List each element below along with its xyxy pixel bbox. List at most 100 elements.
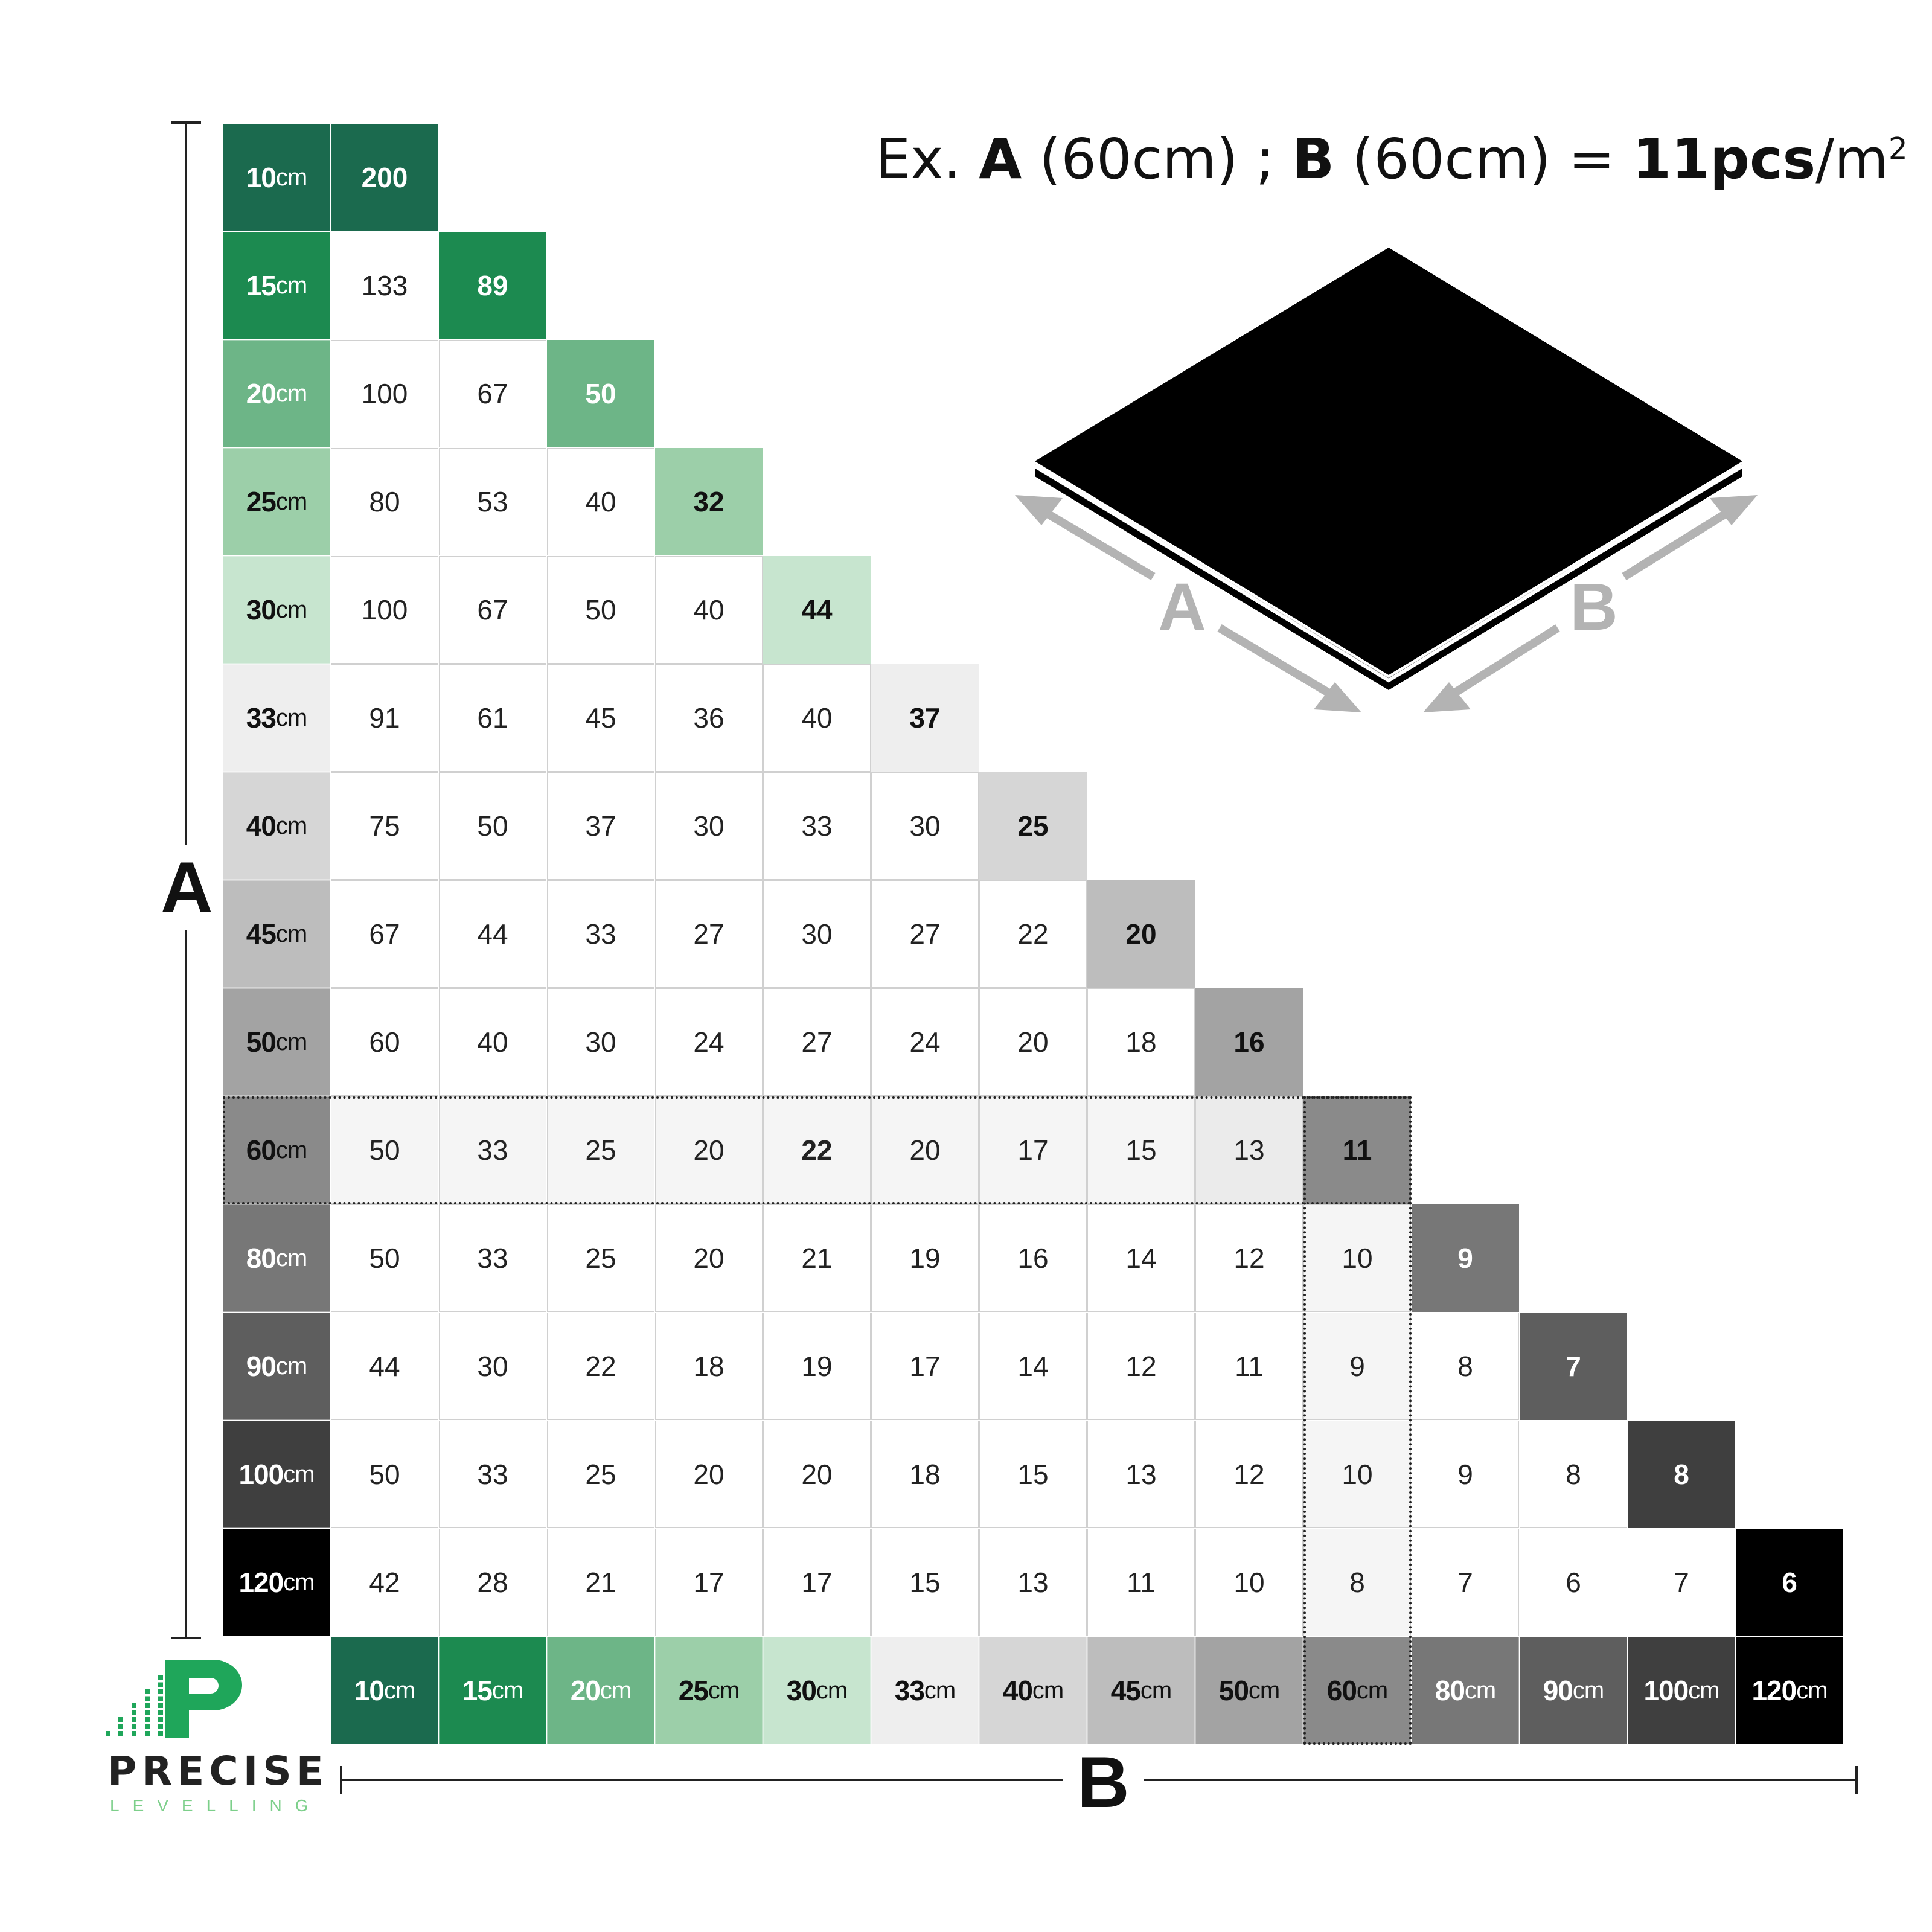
table-cell: 33 [439,1421,546,1528]
table-cell: 133 [331,232,438,339]
table-cell: 61 [439,664,546,772]
table-cell: 13 [1087,1421,1195,1528]
example-prefix: Ex. [875,127,961,191]
size-value: 40 [246,810,277,842]
logo-subtitle: LEVELLING [110,1796,322,1815]
table-cell: 30 [439,1313,546,1420]
table-cell: 7 [1628,1529,1735,1636]
axis-b-label: B [1063,1746,1144,1818]
table-cell: 67 [331,880,438,988]
logo-dot [158,1703,163,1708]
table-cell: 33 [439,1096,546,1204]
column-header-b-30: 30 cm [763,1637,871,1744]
example-formula: Ex. A (60cm) ; B (60cm) = 11pcs/m2 [875,127,1908,191]
size-unit: cm [600,1677,632,1704]
table-cell: 32 [655,448,763,555]
row-header-a-60: 60 cm [223,1096,330,1204]
size-unit: cm [1464,1677,1496,1704]
axis-a-cap-bottom [171,1637,201,1639]
table-cell: 50 [439,772,546,880]
column-header-b-33: 33 cm [871,1637,979,1744]
table-cell: 22 [979,880,1087,988]
table-cell: 45 [547,664,654,772]
size-value: 90 [1543,1675,1573,1706]
size-value: 33 [246,702,277,734]
size-unit: cm [1032,1677,1064,1704]
size-value: 20 [570,1675,601,1706]
table-cell: 17 [979,1096,1087,1204]
row-header-a-50: 50 cm [223,988,330,1096]
table-cell: 100 [331,556,438,664]
row-header-a-10: 10 cm [223,124,330,231]
size-value: 33 [894,1675,925,1706]
table-cell: 11 [1087,1529,1195,1636]
row-header-a-120: 120 cm [223,1529,330,1636]
size-unit: cm [283,1460,315,1488]
logo-dot [145,1696,150,1701]
logo-dot [145,1717,150,1722]
table-cell: 37 [871,664,979,772]
row-header-a-100: 100 cm [223,1421,330,1528]
table-cell: 13 [1195,1096,1303,1204]
table-cell: 9 [1303,1313,1411,1420]
size-value: 80 [1435,1675,1465,1706]
table-cell: 9 [1412,1421,1519,1528]
table-cell: 10 [1303,1204,1411,1312]
axis-b-cap-right [1855,1766,1858,1794]
size-unit: cm [275,380,307,407]
row-header-a-20: 20 cm [223,340,330,447]
table-cell: 100 [331,340,438,447]
size-value: 90 [246,1351,277,1382]
logo-dot [118,1724,123,1729]
size-value: 45 [246,918,277,950]
logo-dot [132,1710,136,1715]
logo-dot [106,1731,110,1736]
table-cell: 10 [1195,1529,1303,1636]
table-cell: 25 [547,1096,654,1204]
example-b-value: (60cm) = [1352,127,1615,191]
table-cell: 33 [439,1204,546,1312]
table-cell: 15 [871,1529,979,1636]
table-cell: 8 [1303,1529,1411,1636]
table-cell: 40 [655,556,763,664]
size-value: 50 [1218,1675,1249,1706]
tile-edge-highlight [1034,464,1744,683]
size-unit: cm [275,164,307,191]
column-header-b-40: 40 cm [979,1637,1087,1744]
table-cell: 22 [763,1096,871,1204]
table-cell: 33 [547,880,654,988]
size-value: 10 [246,162,277,193]
table-cell: 13 [979,1529,1087,1636]
axis-a-cap-top [171,121,201,124]
logo-dot [132,1724,136,1729]
size-value: 60 [246,1134,277,1166]
table-cell: 21 [763,1204,871,1312]
logo-dot [158,1724,163,1729]
logo-dot [145,1703,150,1708]
table-cell: 9 [1412,1204,1519,1312]
table-cell: 8 [1412,1313,1519,1420]
size-unit: cm [708,1677,740,1704]
table-cell: 44 [331,1313,438,1420]
logo-dot [118,1731,123,1736]
table-cell: 20 [979,988,1087,1096]
example-unit-sup: 2 [1888,131,1908,167]
table-cell: 12 [1087,1313,1195,1420]
size-value: 120 [1751,1675,1797,1706]
example-unit: /m [1815,127,1889,191]
table-cell: 37 [547,772,654,880]
table-cell: 18 [1087,988,1195,1096]
table-cell: 7 [1520,1313,1627,1420]
size-value: 20 [246,378,277,409]
arrow-a-icon [1015,495,1361,712]
table-cell: 36 [655,664,763,772]
table-cell: 53 [439,448,546,555]
table-cell: 12 [1195,1204,1303,1312]
table-cell: 15 [1087,1096,1195,1204]
table-cell: 44 [439,880,546,988]
logo-dot [145,1689,150,1694]
table-cell: 50 [331,1204,438,1312]
logo-name: PRECISE [107,1748,328,1794]
size-value: 50 [246,1026,277,1058]
